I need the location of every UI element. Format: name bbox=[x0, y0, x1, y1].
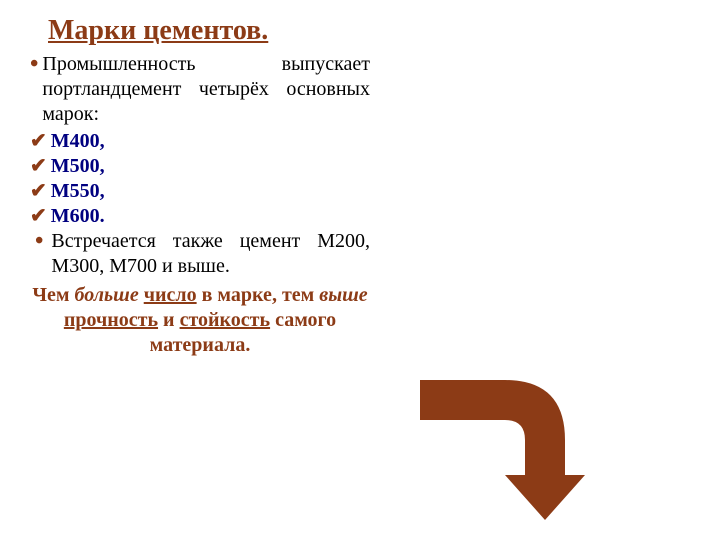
extra-bullet-row: • Встречается также цемент М200, М300, М… bbox=[30, 229, 370, 279]
slide: Марки цементов. • Промышленность выпуска… bbox=[0, 0, 720, 540]
check-text: М550, bbox=[51, 179, 370, 204]
curved-arrow-icon bbox=[410, 375, 585, 525]
check-row-2: ✔ М550, bbox=[30, 179, 370, 204]
summary-part-ul: стойкость bbox=[180, 309, 271, 331]
check-row-1: ✔ М500, bbox=[30, 154, 370, 179]
arrow-path bbox=[420, 380, 585, 520]
summary-part: и bbox=[158, 309, 180, 331]
check-row-3: ✔ М600. bbox=[30, 204, 370, 229]
intro-bullet-row: • Промышленность выпускает портландцемен… bbox=[30, 52, 370, 127]
summary-part: Чем bbox=[32, 284, 74, 306]
check-row-0: ✔ М400, bbox=[30, 129, 370, 154]
bullet-marker: • bbox=[35, 229, 51, 279]
content-block: • Промышленность выпускает портландцемен… bbox=[30, 52, 370, 358]
summary-text: Чем больше число в марке, тем выше прочн… bbox=[30, 283, 370, 358]
bullet-marker: • bbox=[30, 52, 42, 127]
extra-text: Встречается также цемент М200, М300, М70… bbox=[51, 229, 370, 279]
summary-part: в марке, тем bbox=[197, 284, 320, 306]
checkmark-icon: ✔ bbox=[30, 154, 51, 179]
check-text: М600. bbox=[51, 204, 370, 229]
checkmark-icon: ✔ bbox=[30, 129, 51, 154]
checkmark-icon: ✔ bbox=[30, 204, 51, 229]
slide-title: Марки цементов. bbox=[48, 15, 268, 47]
check-text: М400, bbox=[51, 129, 370, 154]
check-text: М500, bbox=[51, 154, 370, 179]
summary-part-ul: число bbox=[144, 284, 197, 306]
summary-part-italic: больше bbox=[75, 284, 139, 306]
summary-part-ul: прочность bbox=[64, 309, 158, 331]
checkmark-icon: ✔ bbox=[30, 179, 51, 204]
intro-text: Промышленность выпускает портландцемент … bbox=[42, 52, 370, 127]
summary-part-italic: выше bbox=[319, 284, 367, 306]
